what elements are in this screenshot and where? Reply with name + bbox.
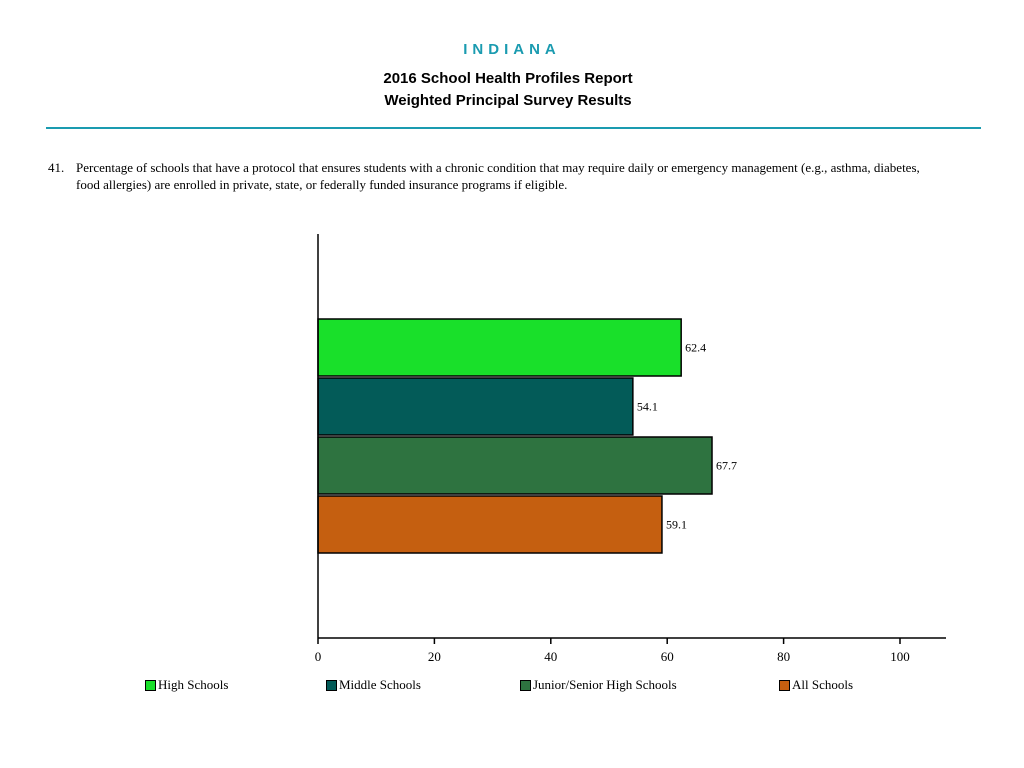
report-subtitle: Weighted Principal Survey Results [384, 92, 632, 109]
legend-swatch-middle-schools [326, 680, 337, 691]
question-text: Percentage of schools that have a protoc… [76, 160, 920, 192]
bar-0 [317, 318, 682, 377]
bar-1 [317, 377, 634, 436]
x-tick-label-5: 100 [890, 649, 910, 664]
bar-value-label-1: 54.1 [637, 400, 658, 414]
x-tick-label-0: 0 [315, 649, 322, 664]
report-title: 2016 School Health Profiles Report [383, 70, 633, 87]
legend-label-junior-senior: Junior/Senior High Schools [533, 677, 677, 692]
bar-2 [317, 436, 713, 495]
state-name: INDIANA [463, 41, 561, 58]
legend-label-high-schools: High Schools [158, 677, 229, 692]
x-tick-label-1: 20 [428, 649, 441, 664]
bar-3 [317, 495, 663, 554]
bar-value-label-2: 67.7 [716, 459, 737, 473]
legend-label-all-schools: All Schools [792, 677, 854, 692]
bar-value-label-3: 59.1 [666, 518, 687, 532]
header-divider [46, 127, 981, 129]
x-tick-label-4: 80 [777, 649, 790, 664]
bar-value-label-0: 62.4 [685, 341, 706, 355]
legend-swatch-junior-senior [520, 680, 531, 691]
legend-swatch-all-schools [779, 680, 790, 691]
chart-legend: High Schools Middle Schools Junior/Senio… [0, 677, 1024, 695]
question-number: 41. [48, 160, 65, 175]
x-tick-label-2: 40 [544, 649, 557, 664]
legend-label-middle-schools: Middle Schools [339, 677, 421, 692]
legend-swatch-high-schools [145, 680, 156, 691]
x-tick-label-3: 60 [661, 649, 674, 664]
